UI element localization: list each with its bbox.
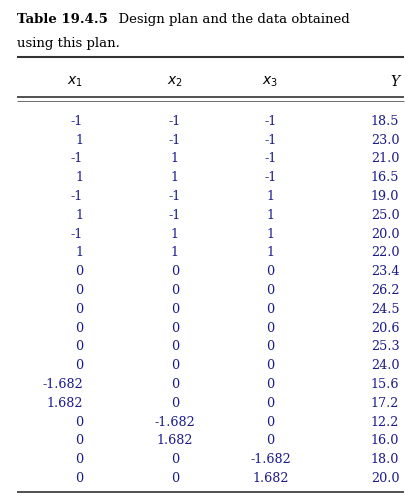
Text: 20.0: 20.0 xyxy=(371,471,399,484)
Text: 18.0: 18.0 xyxy=(371,452,399,465)
Text: 0: 0 xyxy=(75,321,83,334)
Text: 12.2: 12.2 xyxy=(371,415,399,428)
Text: 0: 0 xyxy=(266,433,275,446)
Text: 0: 0 xyxy=(75,302,83,315)
Text: -1: -1 xyxy=(168,208,181,221)
Text: 0: 0 xyxy=(75,265,83,278)
Text: 1: 1 xyxy=(266,246,275,259)
Text: 0: 0 xyxy=(75,452,83,465)
Text: 0: 0 xyxy=(266,359,275,372)
Text: 0: 0 xyxy=(266,302,275,315)
Text: 15.6: 15.6 xyxy=(371,377,399,390)
Text: 0: 0 xyxy=(75,284,83,297)
Text: -1: -1 xyxy=(71,152,83,165)
Text: -1: -1 xyxy=(264,171,277,184)
Text: 0: 0 xyxy=(266,415,275,428)
Text: 0: 0 xyxy=(171,396,179,409)
Text: 0: 0 xyxy=(171,340,179,353)
Text: 0: 0 xyxy=(171,265,179,278)
Text: 24.0: 24.0 xyxy=(371,359,399,372)
Text: 22.0: 22.0 xyxy=(371,246,399,259)
Text: 1: 1 xyxy=(171,227,179,240)
Text: 1: 1 xyxy=(75,208,83,221)
Text: -1: -1 xyxy=(168,133,181,146)
Text: -1: -1 xyxy=(168,190,181,202)
Text: -1: -1 xyxy=(264,133,277,146)
Text: $x_2$: $x_2$ xyxy=(167,75,183,89)
Text: 16.0: 16.0 xyxy=(371,433,399,446)
Text: 0: 0 xyxy=(171,359,179,372)
Text: 0: 0 xyxy=(171,321,179,334)
Text: 1: 1 xyxy=(266,190,275,202)
Text: -1: -1 xyxy=(71,190,83,202)
Text: -1.682: -1.682 xyxy=(250,452,291,465)
Text: 1: 1 xyxy=(266,208,275,221)
Text: Design plan and the data obtained: Design plan and the data obtained xyxy=(110,13,350,26)
Text: 0: 0 xyxy=(75,340,83,353)
Text: $x_1$: $x_1$ xyxy=(67,75,83,89)
Text: 0: 0 xyxy=(266,377,275,390)
Text: 1: 1 xyxy=(171,246,179,259)
Text: 1: 1 xyxy=(266,227,275,240)
Text: 25.3: 25.3 xyxy=(371,340,399,353)
Text: 1: 1 xyxy=(75,246,83,259)
Text: -1: -1 xyxy=(264,115,277,128)
Text: Y: Y xyxy=(390,75,399,89)
Text: 0: 0 xyxy=(266,340,275,353)
Text: 21.0: 21.0 xyxy=(371,152,399,165)
Text: 20.0: 20.0 xyxy=(371,227,399,240)
Text: 0: 0 xyxy=(75,471,83,484)
Text: 25.0: 25.0 xyxy=(371,208,399,221)
Text: 1: 1 xyxy=(171,171,179,184)
Text: -1.682: -1.682 xyxy=(42,377,83,390)
Text: 17.2: 17.2 xyxy=(371,396,399,409)
Text: 1.682: 1.682 xyxy=(156,433,193,446)
Text: 23.0: 23.0 xyxy=(371,133,399,146)
Text: $x_3$: $x_3$ xyxy=(262,75,278,89)
Text: 1: 1 xyxy=(75,133,83,146)
Text: 16.5: 16.5 xyxy=(371,171,399,184)
Text: 1.682: 1.682 xyxy=(252,471,289,484)
Text: 0: 0 xyxy=(266,396,275,409)
Text: 24.5: 24.5 xyxy=(371,302,399,315)
Text: 0: 0 xyxy=(75,359,83,372)
Text: 0: 0 xyxy=(171,284,179,297)
Text: Table 19.4.5: Table 19.4.5 xyxy=(17,13,107,26)
Text: 0: 0 xyxy=(266,321,275,334)
Text: -1: -1 xyxy=(71,227,83,240)
Text: 0: 0 xyxy=(266,265,275,278)
Text: 1: 1 xyxy=(75,171,83,184)
Text: -1: -1 xyxy=(71,115,83,128)
Text: 0: 0 xyxy=(171,471,179,484)
Text: -1: -1 xyxy=(264,152,277,165)
Text: 0: 0 xyxy=(171,302,179,315)
Text: using this plan.: using this plan. xyxy=(17,37,119,50)
Text: 1: 1 xyxy=(171,152,179,165)
Text: 19.0: 19.0 xyxy=(371,190,399,202)
Text: 20.6: 20.6 xyxy=(371,321,399,334)
Text: -1: -1 xyxy=(168,115,181,128)
Text: 0: 0 xyxy=(171,377,179,390)
Text: 26.2: 26.2 xyxy=(371,284,399,297)
Text: 0: 0 xyxy=(171,452,179,465)
Text: -1.682: -1.682 xyxy=(154,415,195,428)
Text: 0: 0 xyxy=(75,415,83,428)
Text: 0: 0 xyxy=(266,284,275,297)
Text: 0: 0 xyxy=(75,433,83,446)
Text: 18.5: 18.5 xyxy=(371,115,399,128)
Text: 1.682: 1.682 xyxy=(47,396,83,409)
Text: 23.4: 23.4 xyxy=(371,265,399,278)
